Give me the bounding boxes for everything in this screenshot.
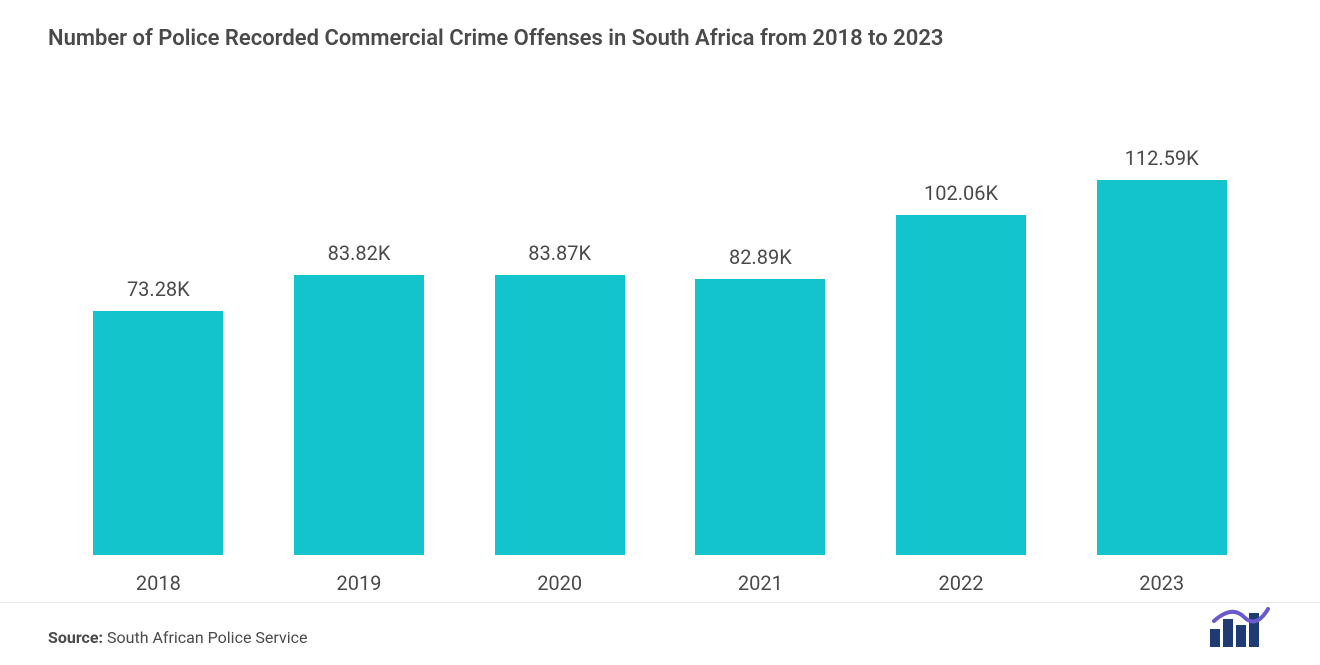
bar-value-label: 73.28K <box>127 277 190 301</box>
bar <box>495 275 625 555</box>
bar-group: 83.87K <box>459 95 660 555</box>
x-axis-tick: 2020 <box>459 571 660 595</box>
x-axis-tick-label: 2019 <box>337 571 382 595</box>
x-axis-tick: 2022 <box>861 571 1062 595</box>
brand-logo-icon <box>1210 607 1272 647</box>
bar <box>695 279 825 555</box>
bar <box>896 215 1026 555</box>
x-axis-tick-label: 2023 <box>1139 571 1184 595</box>
footer-divider <box>0 602 1320 603</box>
bar <box>1097 180 1227 555</box>
bar-group: 82.89K <box>660 95 861 555</box>
chart-footer: Source: South African Police Service <box>48 607 1272 647</box>
bar <box>294 275 424 554</box>
bar-group: 102.06K <box>861 95 1062 555</box>
source-text: South African Police Service <box>107 628 307 647</box>
x-axis-tick: 2018 <box>58 571 259 595</box>
bar-group: 112.59K <box>1061 95 1262 555</box>
bar-group: 73.28K <box>58 95 259 555</box>
x-axis-tick-label: 2018 <box>136 571 181 595</box>
x-axis-tick: 2021 <box>660 571 861 595</box>
bar-value-label: 102.06K <box>924 181 998 205</box>
x-axis-tick-label: 2021 <box>738 571 783 595</box>
bar <box>93 311 223 555</box>
x-axis-labels: 2018 2019 2020 2021 2022 2023 <box>48 561 1272 595</box>
x-axis-tick-label: 2020 <box>537 571 582 595</box>
source-line: Source: South African Police Service <box>48 628 307 647</box>
bar-group: 83.82K <box>259 95 460 555</box>
x-axis-tick: 2019 <box>259 571 460 595</box>
bar-value-label: 83.82K <box>328 241 391 265</box>
bar-value-label: 82.89K <box>729 245 792 269</box>
x-axis-tick: 2023 <box>1061 571 1262 595</box>
bar-value-label: 83.87K <box>528 241 591 265</box>
source-label: Source: <box>48 628 103 647</box>
chart-container: Number of Police Recorded Commercial Cri… <box>0 0 1320 665</box>
chart-title: Number of Police Recorded Commercial Cri… <box>48 24 1272 55</box>
x-axis-tick-label: 2022 <box>939 571 984 595</box>
chart-plot-area: 73.28K 83.82K 83.87K 82.89K 102.06K 112.59K <box>48 95 1272 555</box>
bar-value-label: 112.59K <box>1125 146 1199 170</box>
